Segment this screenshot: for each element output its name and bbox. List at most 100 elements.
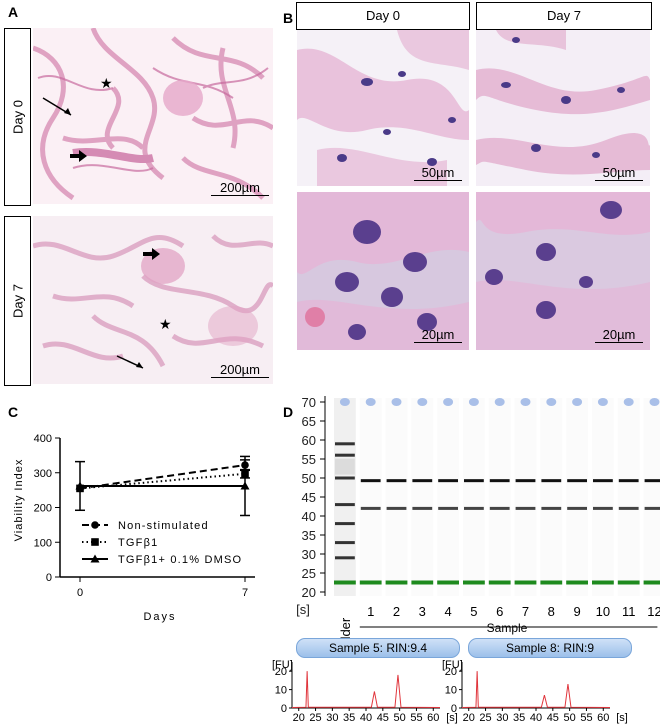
gel-y-tick-label: 70 — [302, 395, 316, 410]
micrograph-a-day7: ★ — [33, 216, 273, 384]
gel-lane-label: 9 — [573, 604, 580, 619]
gel-lane-label: 8 — [548, 604, 555, 619]
panel-d-letter: D — [283, 404, 294, 420]
panel-b-day0-header: Day 0 — [296, 2, 470, 30]
gel-y-tick-label: 35 — [302, 528, 316, 543]
scale-bar-a-day7: 200µm — [210, 362, 270, 378]
gel-marker-band — [385, 580, 408, 585]
gel-marker-band — [437, 580, 459, 585]
gel-lane — [488, 398, 511, 596]
electropherogram-title-sample5: Sample 5: RIN:9.4 — [296, 638, 460, 658]
gel-y-tick-label: 20 — [302, 585, 316, 600]
epg-x-unit: [s] — [616, 712, 628, 724]
viability-chart: 0 100 200 300 400 0 7 Viability Index Days Non… — [13, 433, 255, 623]
viability-y-tick-label: 100 — [34, 537, 52, 549]
gel-top-spot — [339, 398, 350, 406]
viability-axes: 0 100 200 300 400 0 7 — [34, 433, 255, 599]
gel-top-spot — [649, 398, 660, 406]
gel-lane — [334, 398, 356, 596]
gel-top-spot — [623, 398, 634, 406]
electropherogram-title-sample8: Sample 8: RIN:9 — [468, 638, 632, 658]
gel-band — [618, 479, 639, 483]
epg-x-tick-label: 25 — [309, 712, 321, 724]
panel-b-letter: B — [283, 10, 294, 26]
gel-top-spot — [494, 398, 505, 406]
gel-top-spot — [597, 398, 608, 406]
epg-x-tick-label: 55 — [410, 712, 422, 724]
epg-x-tick-label: 45 — [377, 712, 389, 724]
gel-marker-band — [488, 580, 511, 585]
gel-band — [412, 479, 433, 483]
scale-bar-b-top-left: 50µm — [413, 165, 463, 181]
gel-lane — [566, 398, 588, 596]
micrograph-b-day0-bottom — [297, 192, 469, 350]
micrograph-a-day0: ★ — [33, 28, 273, 204]
gel-top-spot — [391, 398, 402, 406]
epg-x-tick-label: 50 — [564, 712, 576, 724]
gel-lane-label: 2 — [393, 604, 400, 619]
gel-lane — [463, 398, 485, 596]
gel-lane-label: 1 — [367, 604, 374, 619]
day0-row-label: Day 0 — [4, 28, 31, 206]
gel-lane — [540, 398, 563, 596]
gel-lane-label: 11 — [622, 604, 636, 619]
epg-x-tick-label: 40 — [360, 712, 372, 724]
gel-band — [567, 506, 587, 510]
gel-band — [541, 506, 562, 510]
scale-bar-a-day0: 200µm — [210, 180, 270, 196]
epg-y-tick-label: 0 — [281, 703, 287, 715]
gel-lane-label: 5 — [470, 604, 477, 619]
gel-band — [541, 479, 562, 483]
gel-marker-band — [411, 580, 434, 585]
gel-marker-band — [359, 580, 382, 585]
gel-lane-label: 12 — [647, 604, 660, 619]
gel-y-tick-label: 40 — [302, 509, 316, 524]
gel-y-tick-label: 30 — [302, 547, 316, 562]
viability-x-tick-label: 7 — [242, 587, 248, 599]
gel-band — [515, 479, 536, 483]
gel-band — [335, 476, 355, 480]
scale-bar-b-bottom-left: 20µm — [413, 327, 463, 343]
gel-band — [386, 506, 407, 510]
epg-trace — [461, 671, 611, 708]
legend-label: TGFβ1 — [118, 537, 158, 549]
gel-top-spot — [572, 398, 583, 406]
epg-trace — [291, 671, 441, 708]
gel-band — [360, 506, 381, 510]
micrograph-b-day7-top — [476, 30, 650, 186]
epg-x-tick-label: 20 — [463, 712, 475, 724]
epg-y-tick-label: 20 — [275, 666, 287, 678]
svg-text:★: ★ — [159, 316, 172, 332]
legend-marker — [91, 521, 99, 529]
legend-label: Non-stimulated — [118, 520, 209, 532]
micrograph-b-day7-bottom — [476, 192, 650, 350]
gel-band — [335, 453, 355, 457]
viability-legend: Non-stimulated TGFβ1 TGFβ1+ 0.1% DMSO — [82, 520, 241, 566]
viability-y-tick-label: 400 — [34, 433, 52, 445]
gel-lane — [411, 398, 434, 596]
gel-lane-label: 3 — [419, 604, 426, 619]
epg-x-tick-label: 30 — [326, 712, 338, 724]
gel-marker-band — [566, 580, 588, 585]
epg-x-tick-label: 50 — [394, 712, 406, 724]
epg-y-tick-label: 10 — [445, 685, 457, 697]
electropherogram-sample5: [FU] 0 10 20 20 25 30 35 40 45 50 55 60 [s] — [272, 659, 458, 724]
gel-y-tick-label: 65 — [302, 414, 316, 429]
epg-x-tick-label: 35 — [343, 712, 355, 724]
day7-row-label: Day 7 — [4, 216, 31, 386]
gel-band — [386, 479, 407, 483]
gel-lane-label: 6 — [496, 604, 503, 619]
viability-series-line — [79, 464, 246, 490]
gel-band — [438, 479, 458, 483]
epg-x-tick-label: 40 — [530, 712, 542, 724]
gel-lane-label: Ladder — [338, 617, 353, 640]
gel-band — [515, 506, 536, 510]
gel-lane-label: 7 — [522, 604, 529, 619]
gel-top-spot — [417, 398, 428, 406]
panel-c-letter: C — [8, 404, 19, 420]
gel-marker-band — [540, 580, 563, 585]
gel-band — [360, 479, 381, 483]
epg-x-tick-label: 60 — [427, 712, 439, 724]
gel-y-tick-label: 55 — [302, 452, 316, 467]
